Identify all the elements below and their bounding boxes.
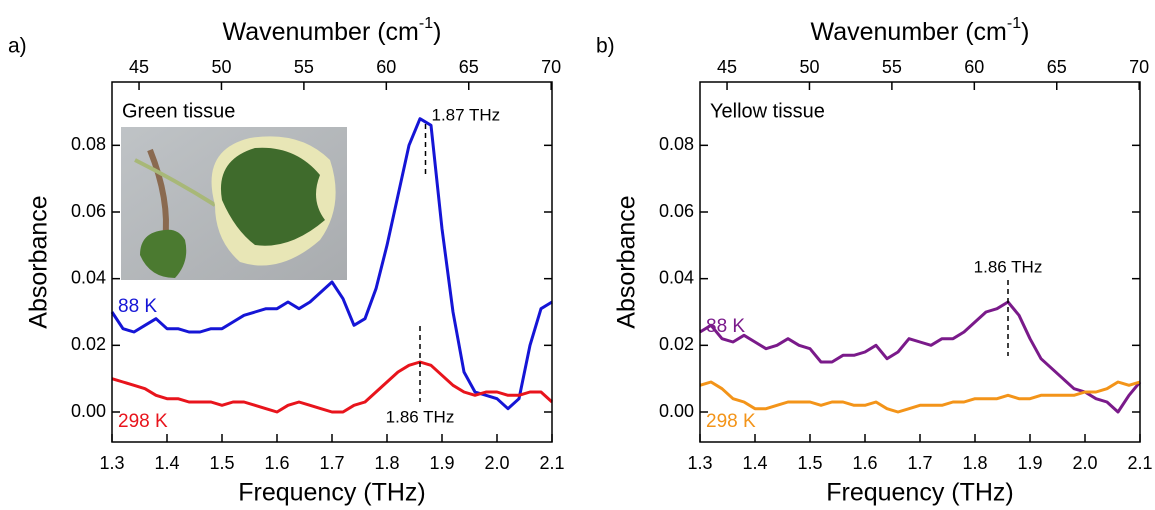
leaf: [140, 229, 187, 278]
y-tick-label: 0.02: [71, 334, 106, 354]
x2-tick-label: 70: [541, 57, 561, 77]
marker-label: 1.87 THz: [432, 105, 501, 124]
series-line: [111, 360, 554, 414]
x2-tick-label: 70: [1129, 57, 1149, 77]
y-tick-label: 0.06: [71, 201, 106, 221]
x2-tick-label: 50: [211, 57, 231, 77]
stem: [134, 158, 217, 207]
x-axis-title: Frequency (THz): [826, 479, 1014, 507]
x-tick-label: 1.6: [852, 453, 877, 473]
x2-tick-label: 60: [376, 57, 396, 77]
x2-title-main: Wavenumber (cm: [811, 18, 1007, 46]
x2-tick-label: 50: [799, 57, 819, 77]
x2-tick-label: 60: [964, 57, 984, 77]
y-axis-title: Absorbance: [25, 195, 53, 328]
x2-title-main: Wavenumber (cm: [223, 18, 419, 46]
leaf: [220, 147, 325, 246]
x2-title-end: ): [1021, 18, 1029, 46]
x-tick-label: 1.7: [319, 453, 344, 473]
x-tick-label: 1.3: [687, 453, 712, 473]
x-tick-label: 1.6: [264, 453, 289, 473]
x-tick-label: 1.9: [429, 453, 454, 473]
x-axis-title: Frequency (THz): [238, 479, 426, 507]
y-tick-label: 0.08: [71, 134, 106, 154]
y-axis-title: Absorbance: [613, 195, 641, 328]
x-tick-label: 1.5: [797, 453, 822, 473]
y-tick-label: 0.06: [659, 201, 694, 221]
x-tick-label: 1.8: [962, 453, 987, 473]
series-label: 298 K: [706, 411, 756, 432]
plot-frame: [699, 81, 1141, 443]
x-tick-label: 1.4: [154, 453, 179, 473]
x-tick-label: 1.8: [374, 453, 399, 473]
x-tick-label: 2.1: [539, 453, 564, 473]
y-tick-label: 0.02: [659, 334, 694, 354]
x2-axis-title: Wavenumber (cm-1): [811, 15, 1030, 45]
x-tick-label: 1.3: [99, 453, 124, 473]
series-line: [699, 300, 1142, 414]
y-tick-label: 0.00: [659, 401, 694, 421]
series-line: [699, 380, 1141, 414]
series-label: 88 K: [706, 316, 745, 337]
y-tick-label: 0.04: [71, 267, 106, 287]
x-tick-label: 1.9: [1017, 453, 1042, 473]
x2-tick-label: 55: [882, 57, 902, 77]
series-label: 298 K: [118, 411, 168, 432]
x2-tick-label: 45: [717, 57, 737, 77]
x2-tick-label: 45: [129, 57, 149, 77]
y-tick-label: 0.00: [71, 401, 106, 421]
x-tick-label: 1.7: [907, 453, 932, 473]
y-tick-label: 0.04: [659, 267, 694, 287]
x-tick-label: 2.1: [1127, 453, 1152, 473]
series-label: 88 K: [118, 296, 157, 317]
marker-label: 1.86 THz: [974, 257, 1043, 276]
x2-tick-label: 55: [294, 57, 314, 77]
x2-title-sup: -1: [1007, 15, 1021, 32]
leaf-photo: [121, 127, 347, 280]
panel-label: a): [8, 35, 27, 58]
x-tick-label: 1.4: [742, 453, 767, 473]
y-tick-label: 0.08: [659, 134, 694, 154]
x-tick-label: 2.0: [484, 453, 509, 473]
x-tick-label: 2.0: [1072, 453, 1097, 473]
marker-label: 1.86 THz: [386, 407, 455, 426]
x2-title-sup: -1: [419, 15, 433, 32]
x-tick-label: 1.5: [209, 453, 234, 473]
x2-axis-title: Wavenumber (cm-1): [223, 15, 442, 45]
x2-tick-label: 65: [1047, 57, 1067, 77]
panel-label: b): [596, 35, 615, 58]
inset-label: Green tissue: [122, 100, 235, 122]
plot-frame: [111, 81, 553, 443]
x2-tick-label: 65: [459, 57, 479, 77]
inset-label: Yellow tissue: [710, 100, 825, 122]
x2-title-end: ): [433, 18, 441, 46]
